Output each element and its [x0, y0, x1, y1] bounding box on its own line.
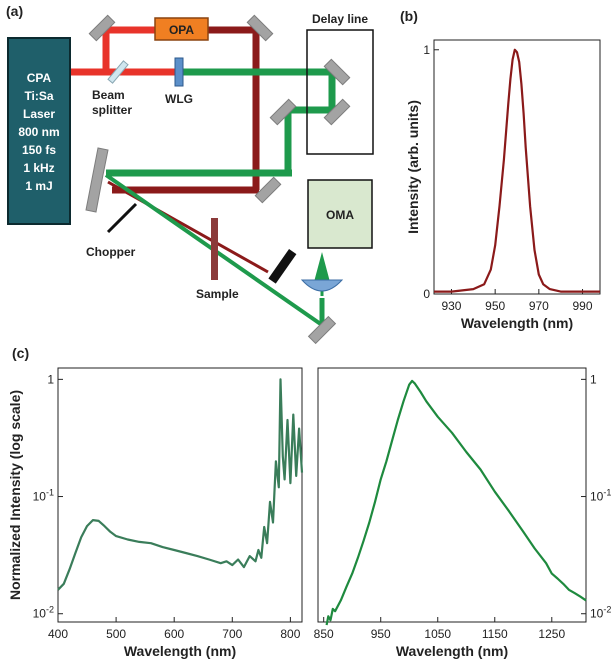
panel-b-label: (b) [400, 8, 418, 24]
plot-frame [57, 367, 303, 623]
plot-frame [317, 367, 587, 623]
y-axis-label: Intensity (arb. units) [405, 100, 421, 234]
mirror-icon [246, 14, 274, 42]
opa-label: OPA [169, 23, 194, 37]
laser-line: Ti:Sa [24, 89, 53, 103]
y-tick-label: 10-1 [590, 488, 611, 504]
x-tick-label: 1050 [424, 627, 451, 641]
mirror-icon [323, 98, 351, 126]
beam-splitter-icon [107, 60, 129, 84]
beam-splitter-label: Beam [92, 88, 125, 102]
laser-line: CPA [27, 71, 52, 85]
x-tick-label: 1150 [482, 627, 508, 641]
x-tick-label: 400 [48, 627, 68, 641]
sample-icon [211, 218, 218, 280]
laser-source-box [7, 37, 71, 225]
delay-line-box [306, 29, 374, 155]
x-axis-label: Wavelength (nm) [396, 643, 508, 659]
panel-c-label: (c) [12, 345, 29, 361]
x-axis-label: Wavelength (nm) [124, 643, 236, 659]
opa-box [154, 17, 209, 41]
chopper-blade-icon [106, 202, 138, 234]
panel-a-label: (a) [6, 3, 23, 19]
x-tick-label: 850 [314, 627, 334, 641]
y-tick-label: 10-1 [33, 488, 54, 504]
x-axis-label: Wavelength (nm) [461, 315, 573, 331]
plot-frame [433, 39, 601, 295]
wlg-label: WLG [165, 92, 193, 106]
data-series-line [57, 378, 304, 591]
chopper-label: Chopper [86, 245, 136, 259]
sample-label: Sample [196, 287, 239, 301]
y-tick-label: 0 [423, 287, 430, 301]
x-tick-label: 950 [485, 299, 505, 313]
x-tick-label: 700 [222, 627, 242, 641]
y-tick-label: 1 [47, 372, 54, 386]
chart-c-left: 400 500 600 700 800 10-2 10-1 1 Wavelength (nm) N… [7, 367, 304, 659]
wlg-crystal-icon [174, 57, 184, 87]
delay-line-label: Delay line [312, 12, 368, 26]
laser-line: Laser [23, 107, 55, 121]
lens-icon [300, 279, 344, 292]
data-series-line [434, 48, 600, 293]
pump-beam [70, 26, 180, 76]
beam-dump-icon [268, 248, 297, 284]
y-tick-label: 1 [423, 43, 430, 57]
setup-diagram: (a) CPA Ti:Sa Lase [6, 3, 374, 345]
x-tick-label: 990 [573, 299, 593, 313]
mirror-icon [254, 176, 282, 204]
chart-c-right: 850 950 1050 1150 1250 10-2 10-1 1 Wavelength (n… [314, 367, 611, 659]
mirror-icon [88, 14, 116, 42]
laser-line: 1 kHz [23, 161, 54, 175]
mirror-icon [85, 147, 109, 213]
laser-line: 800 nm [18, 125, 59, 139]
x-tick-label: 1250 [538, 627, 565, 641]
oma-box [307, 179, 373, 249]
laser-line: 1 mJ [25, 179, 52, 193]
x-tick-label: 500 [106, 627, 126, 641]
x-tick-label: 950 [371, 627, 391, 641]
beam-splitter-label: splitter [92, 103, 132, 117]
y-tick-label: 1 [590, 372, 597, 386]
y-axis-label: Normalized Intensity (log scale) [7, 390, 23, 600]
y-tick-label: 10-2 [33, 605, 54, 621]
x-tick-label: 800 [280, 627, 300, 641]
opa-output-beam [107, 26, 269, 274]
y-tick-label: 10-2 [590, 605, 611, 621]
laser-specs: CPA Ti:Sa Laser 800 nm 150 fs 1 kHz 1 mJ [18, 71, 59, 193]
x-tick-label: 970 [529, 299, 549, 313]
laser-line: 150 fs [22, 143, 56, 157]
chart-b: 930 950 970 990 0 1 Wavelength (nm) Intensity (… [405, 39, 601, 331]
data-series-line [325, 379, 587, 626]
x-tick-label: 600 [164, 627, 184, 641]
oma-label: OMA [326, 208, 354, 222]
mirror-icon [269, 98, 297, 126]
mirror-icon [307, 315, 337, 345]
x-tick-label: 930 [441, 299, 461, 313]
mirror-icon [323, 58, 351, 86]
